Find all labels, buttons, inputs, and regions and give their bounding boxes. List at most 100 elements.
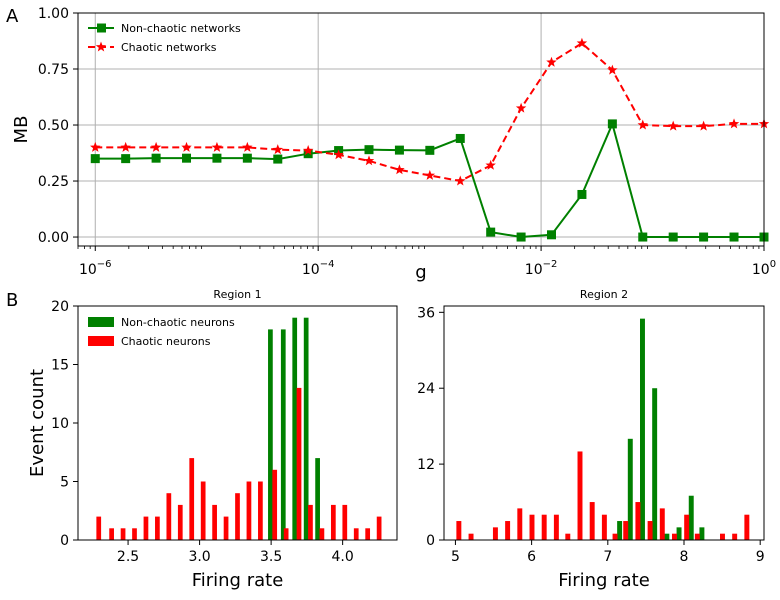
histogram-bar-chaotic (189, 458, 195, 540)
histogram-bar-chaotic (376, 516, 382, 540)
histogram-bar-non-chaotic (292, 317, 298, 540)
histogram-bar-chaotic (109, 528, 114, 540)
data-point-non-chaotic (212, 153, 222, 163)
data-point-chaotic (120, 141, 131, 152)
data-point-non-chaotic (516, 232, 526, 242)
data-point-chaotic (242, 141, 253, 152)
panel-a-x-tick-label: 10−4 (302, 259, 335, 278)
histogram-bar-non-chaotic (315, 458, 320, 540)
histogram-bar-chaotic (684, 514, 690, 540)
histogram-bar-non-chaotic (676, 527, 682, 540)
data-point-chaotic (515, 102, 527, 113)
panel-a-y-tick-label: 0.25 (38, 174, 69, 190)
histogram-bar-chaotic (672, 533, 677, 540)
region-2-frame (443, 305, 765, 541)
data-point-non-chaotic (486, 227, 496, 237)
series-line-chaotic (95, 42, 764, 183)
histogram-bar-chaotic (529, 514, 535, 540)
data-point-non-chaotic (303, 149, 313, 159)
histogram-bar-chaotic (577, 451, 583, 540)
panel-a-y-tick-label: 0.50 (38, 118, 69, 134)
histogram-bar-non-chaotic (303, 317, 309, 540)
histogram-bar-chaotic (720, 533, 725, 540)
x-tick-label: 5 (451, 549, 460, 565)
histogram-bar-chaotic (517, 508, 523, 540)
data-point-chaotic (607, 64, 618, 75)
histogram-bar-chaotic (647, 521, 653, 540)
legend-label: Non-chaotic networks (121, 22, 241, 35)
histogram-bar-chaotic (659, 508, 665, 540)
x-tick-label: 6 (527, 549, 536, 565)
panel-letter-b: B (6, 290, 18, 311)
data-point-chaotic (333, 149, 344, 160)
y-tick-label: 20 (51, 299, 69, 315)
data-point-chaotic (302, 145, 314, 156)
histogram-bar-chaotic (732, 533, 738, 540)
data-point-non-chaotic (668, 232, 678, 242)
histogram-bar-chaotic (623, 521, 629, 540)
region-2-bars (456, 318, 750, 540)
x-tick-label: 9 (756, 549, 765, 565)
region-1-ticks: 2.5 3.0 3.5 4.0 0 5 10 15 20 (51, 299, 354, 565)
histogram-bar-chaotic (166, 493, 172, 540)
histogram-bar-chaotic (132, 528, 137, 540)
histogram-bar-chaotic (330, 504, 336, 540)
y-tick-label: 10 (51, 416, 69, 432)
data-point-chaotic (728, 118, 740, 129)
data-point-non-chaotic (90, 154, 100, 164)
panel-a-series (90, 37, 770, 242)
panel-a-y-tick-label: 0.75 (38, 62, 69, 78)
histogram-bar-chaotic (744, 514, 750, 540)
histogram-bar-chaotic (120, 528, 126, 540)
data-point-non-chaotic (577, 189, 587, 199)
data-point-non-chaotic (364, 145, 374, 155)
histogram-bar-chaotic (212, 504, 217, 540)
region-2-ticks: 5 6 7 8 9 0 12 24 36 (417, 305, 764, 565)
data-point-non-chaotic (425, 145, 435, 155)
region-1-legend: Non-chaotic neurons Chaotic neurons (88, 316, 235, 348)
histogram-bar-chaotic (246, 481, 252, 540)
legend-swatch (88, 317, 114, 327)
histogram-bar-chaotic (353, 528, 359, 540)
region-1-y-axis-label: Event count (27, 369, 48, 477)
data-point-chaotic (150, 141, 162, 152)
histogram-bar-non-chaotic (617, 521, 623, 540)
histogram-bar-chaotic (553, 514, 559, 540)
panel-a-x-tick-label: 10−2 (525, 259, 558, 278)
panel-a-legend: Non-chaotic networks Chaotic networks (88, 22, 241, 54)
legend-label: Chaotic networks (121, 41, 217, 54)
histogram-bar-chaotic (177, 504, 183, 540)
data-point-chaotic (90, 141, 101, 152)
histogram-bar-chaotic (635, 502, 641, 540)
y-tick-label: 5 (60, 475, 69, 491)
histogram-bar-chaotic (308, 504, 313, 540)
data-point-chaotic (272, 144, 283, 155)
histogram-bar-chaotic (296, 387, 302, 540)
histogram-bar-chaotic (258, 481, 263, 540)
histogram-bar-non-chaotic (664, 533, 670, 540)
histogram-bar-chaotic (319, 528, 325, 540)
y-tick-label: 0 (426, 533, 435, 549)
histogram-bar-non-chaotic (627, 438, 633, 540)
x-tick-label: 3.0 (188, 549, 210, 565)
panel-a-x-axis-label: g (415, 262, 426, 283)
histogram-bar-chaotic (505, 521, 511, 540)
data-point-non-chaotic (151, 153, 161, 163)
histogram-bar-chaotic (612, 533, 618, 540)
data-point-non-chaotic (273, 154, 283, 164)
panel-letter-a: A (6, 6, 19, 27)
x-tick-label: 4.0 (332, 549, 354, 565)
histogram-bar-chaotic (601, 514, 607, 540)
histogram-bar-chaotic (155, 516, 160, 540)
legend-label: Non-chaotic neurons (121, 316, 235, 329)
data-point-non-chaotic (121, 154, 131, 164)
x-tick-label: 3.5 (260, 549, 282, 565)
data-point-chaotic (424, 169, 436, 180)
data-point-non-chaotic (638, 232, 648, 242)
y-tick-label: 15 (51, 358, 69, 374)
histogram-bar-chaotic (468, 533, 474, 540)
y-tick-label: 12 (417, 457, 435, 473)
histogram-bar-chaotic (143, 516, 149, 540)
x-tick-label: 8 (680, 549, 689, 565)
